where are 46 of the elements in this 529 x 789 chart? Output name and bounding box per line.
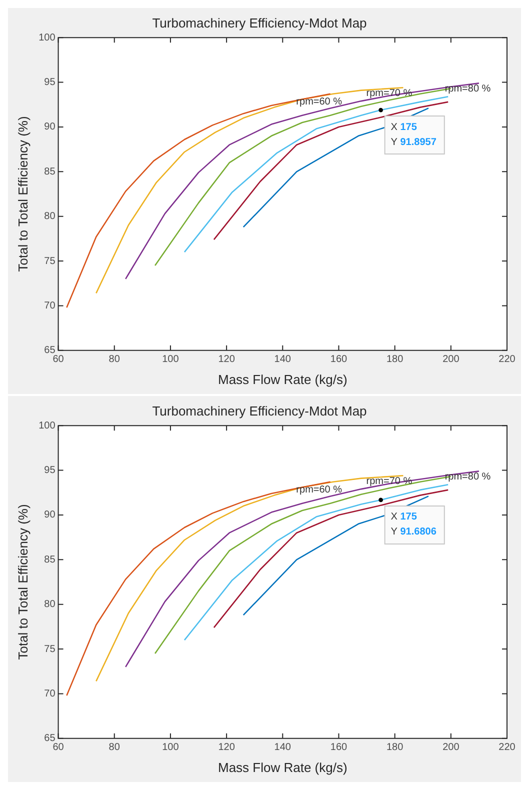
x-tick-label: 140	[274, 354, 292, 366]
y-tick-label: 70	[44, 688, 56, 700]
y-tick-label: 85	[44, 554, 56, 566]
y-tick-label: 80	[44, 599, 56, 610]
y-axis-title: Total to Total Efficiency (%)	[15, 504, 30, 660]
y-tick-label: 75	[44, 644, 56, 655]
y-tick-label: 90	[44, 122, 56, 133]
x-tick-label: 180	[386, 354, 404, 366]
x-tick-label: 60	[52, 742, 64, 754]
x-tick-label: 60	[52, 354, 64, 366]
x-tick-label: 160	[330, 742, 348, 754]
y-tick-label: 95	[44, 465, 56, 476]
annotation: rpm=60 %	[296, 484, 342, 496]
x-tick-label: 80	[108, 354, 120, 366]
x-tick-label: 200	[442, 354, 460, 366]
y-tick-label: 80	[44, 211, 56, 222]
x-tick-label: 140	[274, 742, 292, 754]
y-tick-label: 65	[44, 733, 56, 744]
chart-title: Turbomachinery Efficiency-Mdot Map	[152, 15, 367, 30]
y-tick-label: 95	[44, 77, 56, 88]
y-tick-label: 75	[44, 256, 56, 267]
chart-title: Turbomachinery Efficiency-Mdot Map	[152, 403, 367, 418]
x-tick-label: 100	[162, 354, 180, 366]
y-tick-label: 65	[44, 345, 56, 356]
annotation: rpm=60 %	[296, 96, 342, 108]
x-axis-title: Mass Flow Rate (kg/s)	[218, 372, 348, 387]
annotation: rpm=80 %	[444, 471, 491, 482]
annotation: X 175 Y 91.6806	[390, 512, 437, 538]
y-tick-label: 70	[44, 300, 56, 312]
y-tick-label: 85	[44, 166, 56, 178]
y-tick-label: 100	[38, 420, 56, 432]
x-tick-label: 160	[330, 354, 348, 366]
x-tick-label: 120	[218, 742, 236, 754]
x-tick-label: 220	[498, 354, 516, 366]
annotation: rpm=80 %	[444, 83, 491, 94]
y-axis-title: Total to Total Efficiency (%)	[15, 116, 30, 272]
annotation: X 175 Y 91.8957	[390, 122, 437, 148]
x-tick-label: 100	[162, 742, 180, 754]
y-tick-label: 100	[38, 32, 56, 44]
x-tick-label: 180	[386, 742, 404, 754]
x-tick-label: 80	[108, 742, 120, 754]
y-tick-label: 90	[44, 510, 56, 521]
x-tick-label: 220	[498, 742, 516, 754]
x-axis-title: Mass Flow Rate (kg/s)	[218, 760, 348, 775]
x-tick-label: 200	[442, 742, 460, 754]
x-tick-label: 120	[218, 354, 236, 366]
